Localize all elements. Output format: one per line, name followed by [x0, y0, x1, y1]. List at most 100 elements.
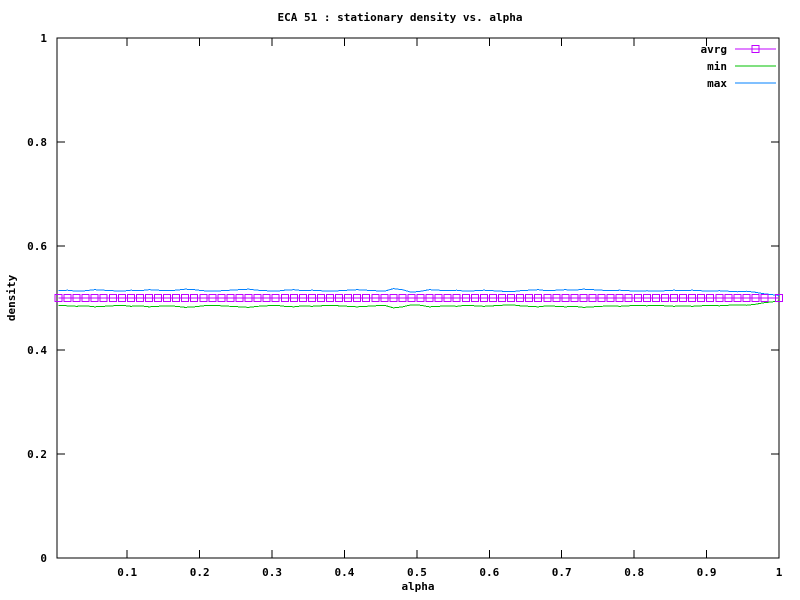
legend-entry-max: max [707, 77, 776, 90]
series-avrg-marker [615, 294, 624, 302]
series-avrg-marker [498, 294, 507, 302]
series-avrg-marker [117, 294, 126, 302]
x-tick-label: 0.4 [335, 566, 355, 579]
series-avrg-marker [624, 294, 633, 302]
series-avrg-marker [751, 294, 760, 302]
series-avrg-marker [398, 294, 407, 302]
series-avrg-marker [507, 294, 516, 302]
series-avrg-marker [715, 294, 724, 302]
axis-ticks: 0.1 0.2 0.3 0.4 0.5 0.6 0.7 0.8 0.9 1 0 0.2 0.4 0.6 0.… [27, 32, 783, 579]
series-avrg-marker [298, 294, 307, 302]
series-avrg-marker [516, 294, 525, 302]
series-avrg-marker [552, 294, 561, 302]
legend-label-avrg: avrg [701, 43, 728, 56]
series-avrg-marker [344, 294, 353, 302]
series-avrg-marker [217, 294, 226, 302]
series-avrg-marker [280, 294, 289, 302]
series-avrg-marker [226, 294, 235, 302]
series-avrg-marker [706, 294, 715, 302]
x-tick-label: 0.6 [479, 566, 499, 579]
series-avrg-marker [262, 294, 271, 302]
series-avrg-marker [163, 294, 172, 302]
series-avrg-marker [181, 294, 190, 302]
series-avrg-marker [416, 294, 425, 302]
x-tick-label: 0.2 [190, 566, 210, 579]
series-avrg-marker [63, 294, 72, 302]
series-avrg-marker [208, 294, 217, 302]
series-avrg-marker [271, 294, 280, 302]
series-avrg-marker [525, 294, 534, 302]
x-tick-label: 0.7 [552, 566, 572, 579]
x-tick-label: 0.5 [407, 566, 427, 579]
series-avrg-marker [633, 294, 642, 302]
series-avrg-marker [54, 294, 63, 302]
series-avrg-marker [606, 294, 615, 302]
series-avrg-marker [642, 294, 651, 302]
y-tick-label: 0.8 [27, 136, 47, 149]
series-avrg-marker [371, 294, 380, 302]
series-avrg-marker [570, 294, 579, 302]
series-avrg-marker [669, 294, 678, 302]
series-avrg-marker [688, 294, 697, 302]
series-avrg-marker [534, 294, 543, 302]
series-avrg-marker [443, 294, 452, 302]
series-avrg-marker [316, 294, 325, 302]
y-tick-label: 1 [40, 32, 47, 45]
series-avrg-marker [154, 294, 163, 302]
series-max-line [58, 288, 780, 296]
data-series [54, 288, 783, 309]
series-avrg-marker [742, 294, 751, 302]
series-avrg-marker [452, 294, 461, 302]
series-avrg-marker [775, 294, 783, 302]
series-avrg-marker [353, 294, 362, 302]
series-avrg-marker [479, 294, 488, 302]
series-avrg-marker [253, 294, 262, 302]
series-avrg-marker [588, 294, 597, 302]
series-avrg-marker [660, 294, 669, 302]
x-tick-label: 0.1 [117, 566, 137, 579]
series-avrg-marker [99, 294, 108, 302]
y-tick-label: 0.2 [27, 448, 47, 461]
series-avrg-marker [126, 294, 135, 302]
legend-entry-avrg: avrg [701, 43, 776, 56]
series-avrg-marker [561, 294, 570, 302]
x-tick-label: 0.8 [624, 566, 644, 579]
series-avrg-marker [199, 294, 208, 302]
series-avrg-marker [434, 294, 443, 302]
series-avrg-marker [190, 294, 199, 302]
chart-title: ECA 51 : stationary density vs. alpha [277, 11, 522, 24]
series-avrg-marker [135, 294, 144, 302]
series-avrg-marker [289, 294, 298, 302]
series-avrg-marker [733, 294, 742, 302]
series-avrg-marker [389, 294, 398, 302]
x-axis-label: alpha [401, 580, 434, 593]
legend-label-min: min [707, 60, 727, 73]
series-avrg-marker [461, 294, 470, 302]
x-tick-label: 0.3 [262, 566, 282, 579]
y-tick-label: 0.4 [27, 344, 47, 357]
series-avrg-marker [90, 294, 99, 302]
series-avrg-marker [679, 294, 688, 302]
legend-entry-min: min [707, 60, 776, 73]
series-avrg-marker [307, 294, 316, 302]
legend: avrg min max [701, 43, 776, 90]
series-avrg-marker [697, 294, 706, 302]
series-avrg-marker [362, 294, 371, 302]
series-avrg-marker [579, 294, 588, 302]
series-avrg-marker [144, 294, 153, 302]
series-avrg-marker [108, 294, 117, 302]
series-avrg-marker [244, 294, 253, 302]
x-tick-label: 0.9 [697, 566, 717, 579]
series-avrg-marker [470, 294, 479, 302]
series-avrg-marker [335, 294, 344, 302]
series-avrg-marker [543, 294, 552, 302]
series-avrg-marker [235, 294, 244, 302]
y-tick-label: 0 [40, 552, 47, 565]
y-axis-label: density [5, 274, 18, 321]
series-avrg-marker [326, 294, 335, 302]
series-avrg-marker [380, 294, 389, 302]
series-avrg-marker [425, 294, 434, 302]
series-avrg-marker [651, 294, 660, 302]
